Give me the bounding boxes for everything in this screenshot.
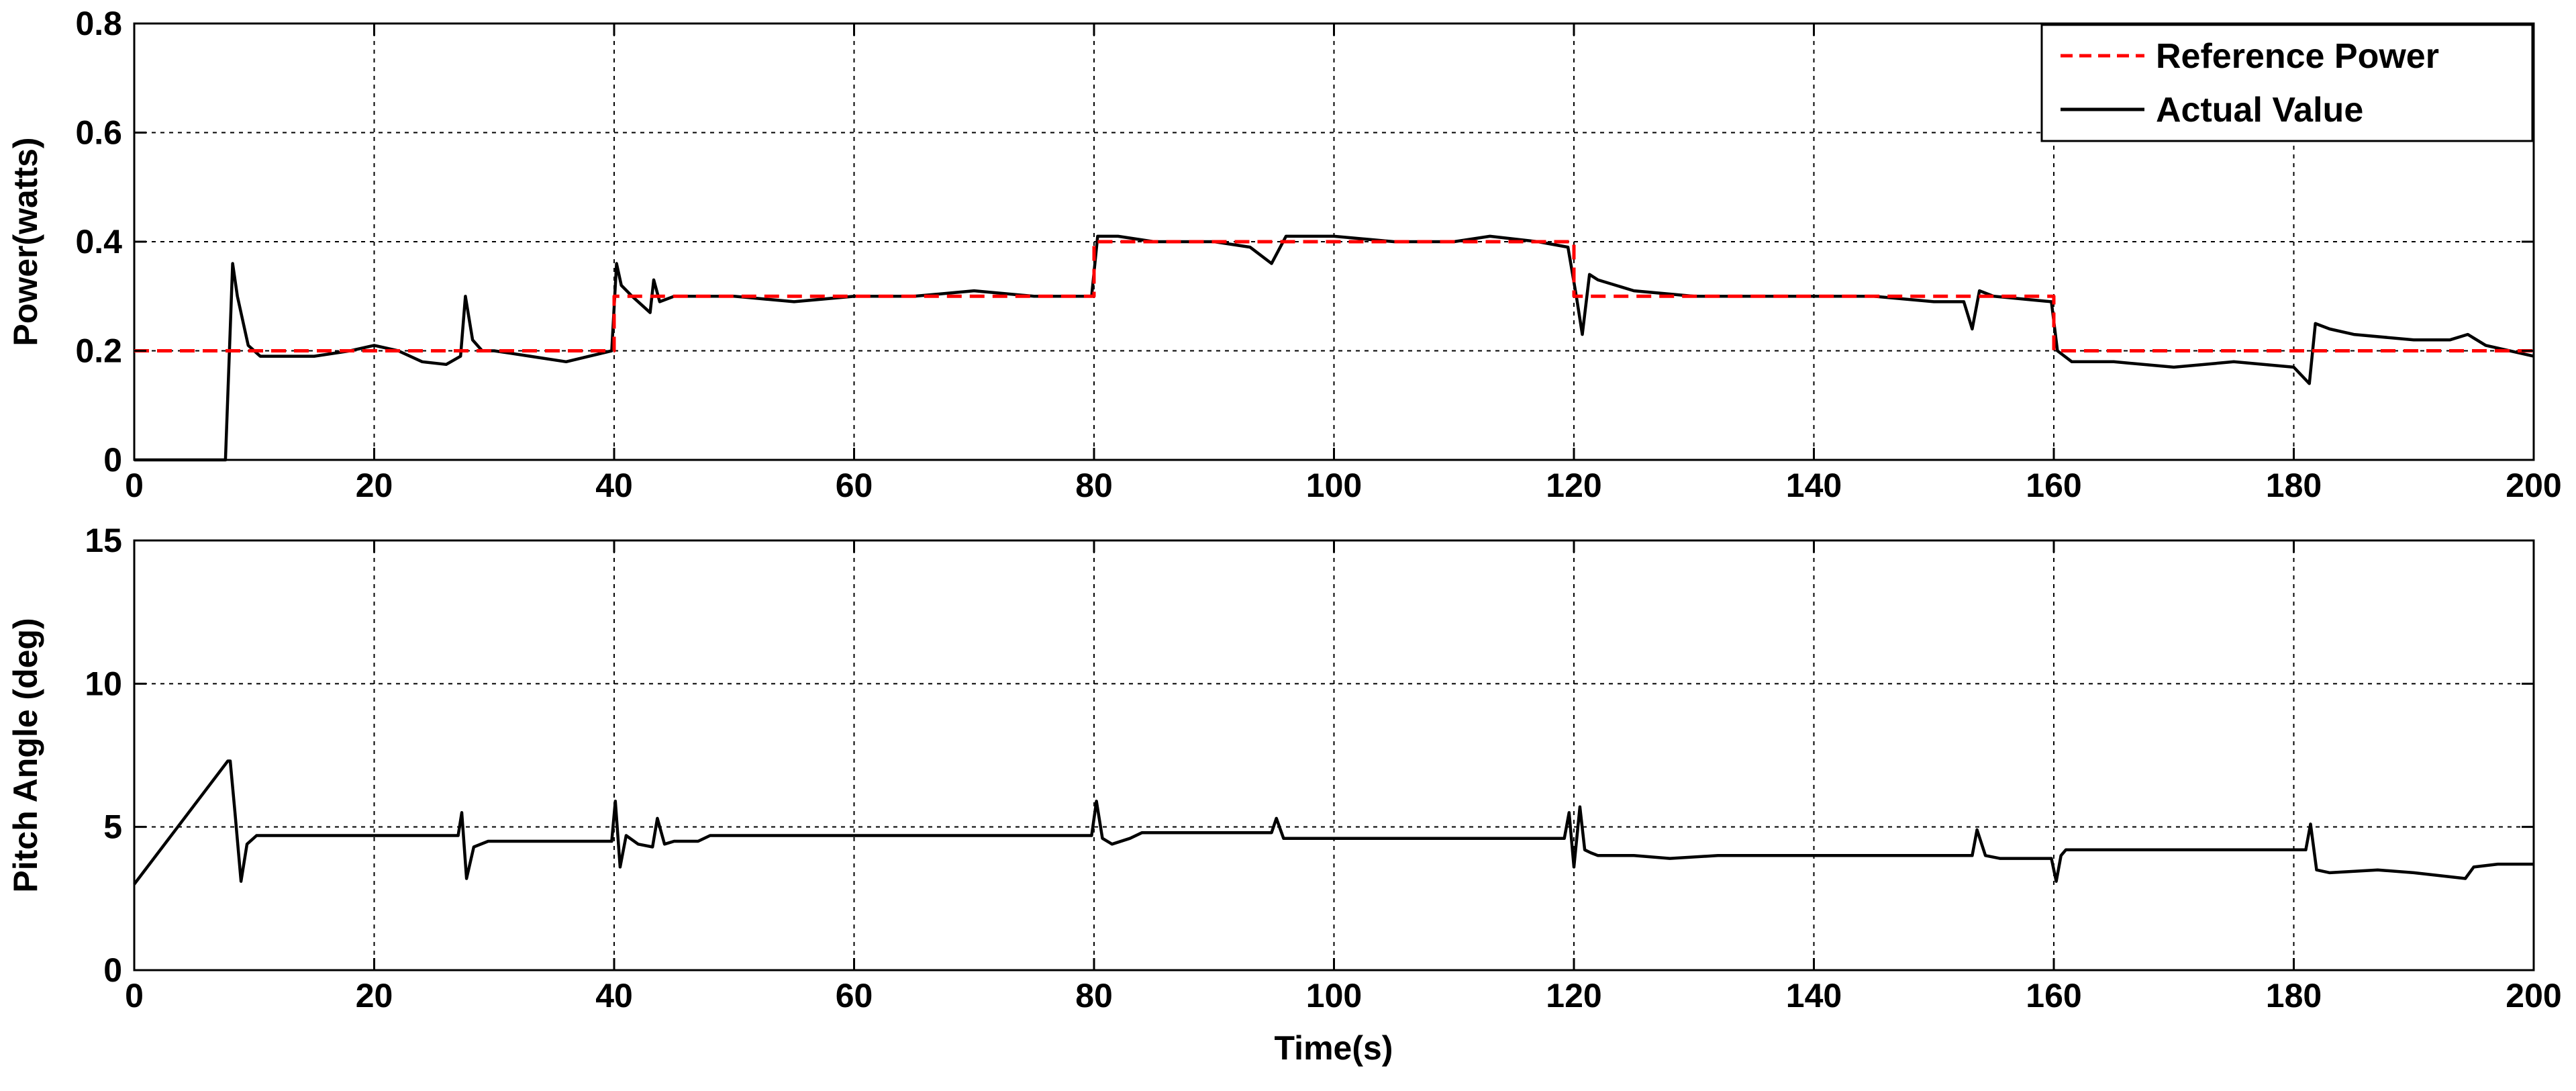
power-x-tick-label: 120 xyxy=(1546,467,1601,504)
pitch-x-tick-label: 140 xyxy=(1786,977,1842,1014)
power-series-actual-value xyxy=(134,234,2534,462)
power-y-ticks: 0 0.2 0.4 0.6 0.8 xyxy=(75,5,2534,479)
pitch-series xyxy=(133,759,2534,886)
x-axis-label: Time(s) xyxy=(1275,1029,1393,1067)
power-x-tick-label: 100 xyxy=(1306,467,1362,504)
pitch-x-ticks: 0 20 40 60 80 100 120 140 160 180 200 xyxy=(125,540,2562,1014)
pitch-y-tick-label: 5 xyxy=(103,808,122,846)
pitch-x-tick-label: 40 xyxy=(595,977,633,1014)
power-x-tick-label: 20 xyxy=(356,467,393,504)
power-x-tick-label: 60 xyxy=(836,467,873,504)
pitch-y-ticks: 0 5 10 15 xyxy=(85,522,2534,989)
pitch-x-tick-label: 60 xyxy=(836,977,873,1014)
power-chart: 0 20 40 60 80 100 120 140 160 180 200 0 0.2 0.4 0.6 0.… xyxy=(7,5,2562,504)
power-x-tick-label: 200 xyxy=(2506,467,2561,504)
legend-label-reference-power: Reference Power xyxy=(2156,37,2439,76)
pitch-x-tick-label: 80 xyxy=(1075,977,1113,1014)
pitch-x-tick-label: 100 xyxy=(1306,977,1362,1014)
power-y-tick-label: 0.4 xyxy=(75,223,122,260)
pitch-grid xyxy=(134,540,2534,970)
pitch-x-tick-label: 180 xyxy=(2266,977,2322,1014)
pitch-x-tick-label: 0 xyxy=(125,977,144,1014)
power-series xyxy=(134,234,2534,462)
power-x-tick-label: 80 xyxy=(1075,467,1113,504)
power-y-tick-label: 0.8 xyxy=(75,5,122,42)
legend-label-actual-value: Actual Value xyxy=(2156,91,2363,130)
pitch-x-tick-label: 160 xyxy=(2026,977,2081,1014)
pitch-x-tick-label: 200 xyxy=(2506,977,2561,1014)
power-x-tick-label: 180 xyxy=(2266,467,2322,504)
power-series-reference-power xyxy=(134,240,2534,352)
pitch-y-axis-label: Pitch Angle (deg) xyxy=(7,618,44,892)
power-y-tick-label: 0 xyxy=(103,441,122,479)
power-y-tick-label: 0.2 xyxy=(75,332,122,370)
pitch-chart: 0 20 40 60 80 100 120 140 160 180 200 0 5 10 15 Pitch… xyxy=(7,522,2562,1067)
pitch-x-tick-label: 20 xyxy=(356,977,393,1014)
pitch-x-tick-label: 120 xyxy=(1546,977,1601,1014)
power-y-axis-label: Power(watts) xyxy=(7,137,44,346)
pitch-y-tick-label: 10 xyxy=(85,665,122,702)
power-x-tick-label: 0 xyxy=(125,467,144,504)
power-x-tick-label: 140 xyxy=(1786,467,1842,504)
power-y-tick-label: 0.6 xyxy=(75,114,122,152)
pitch-series-line xyxy=(133,759,2534,886)
power-x-ticks: 0 20 40 60 80 100 120 140 160 180 200 xyxy=(125,23,2562,504)
power-x-tick-label: 40 xyxy=(595,467,633,504)
legend: Reference Power Actual Value xyxy=(2040,23,2534,142)
pitch-y-tick-label: 15 xyxy=(85,522,122,559)
pitch-y-tick-label: 0 xyxy=(103,951,122,989)
power-x-tick-label: 160 xyxy=(2026,467,2081,504)
legend-box xyxy=(2040,23,2534,142)
